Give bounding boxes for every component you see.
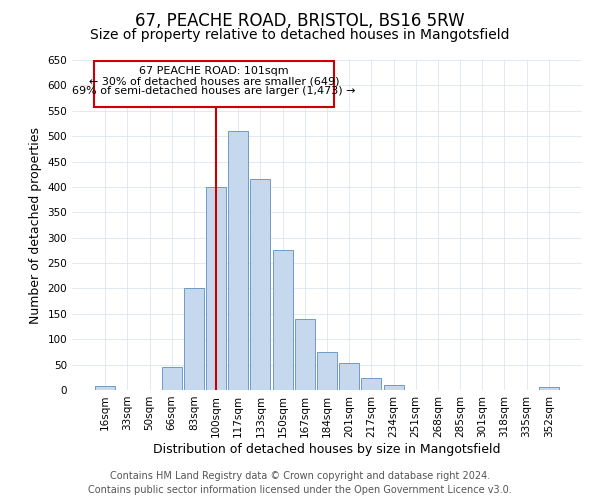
Bar	[228, 131, 248, 390]
Bar	[317, 352, 337, 390]
Text: ← 30% of detached houses are smaller (649): ← 30% of detached houses are smaller (64…	[89, 76, 339, 86]
Bar	[95, 386, 115, 390]
Bar	[184, 288, 204, 390]
Bar	[295, 319, 315, 390]
Text: 67, PEACHE ROAD, BRISTOL, BS16 5RW: 67, PEACHE ROAD, BRISTOL, BS16 5RW	[135, 12, 465, 30]
Bar	[272, 250, 293, 390]
Bar	[361, 378, 382, 390]
Bar	[539, 388, 559, 390]
Bar	[383, 385, 404, 390]
Bar	[250, 180, 271, 390]
Y-axis label: Number of detached properties: Number of detached properties	[29, 126, 42, 324]
Text: 67 PEACHE ROAD: 101sqm: 67 PEACHE ROAD: 101sqm	[139, 66, 289, 76]
X-axis label: Distribution of detached houses by size in Mangotsfield: Distribution of detached houses by size …	[153, 442, 501, 456]
Text: Size of property relative to detached houses in Mangotsfield: Size of property relative to detached ho…	[90, 28, 510, 42]
Bar	[206, 187, 226, 390]
FancyBboxPatch shape	[94, 61, 334, 106]
Bar	[339, 363, 359, 390]
Text: Contains HM Land Registry data © Crown copyright and database right 2024.
Contai: Contains HM Land Registry data © Crown c…	[88, 471, 512, 495]
Text: 69% of semi-detached houses are larger (1,473) →: 69% of semi-detached houses are larger (…	[72, 86, 356, 97]
Bar	[162, 367, 182, 390]
